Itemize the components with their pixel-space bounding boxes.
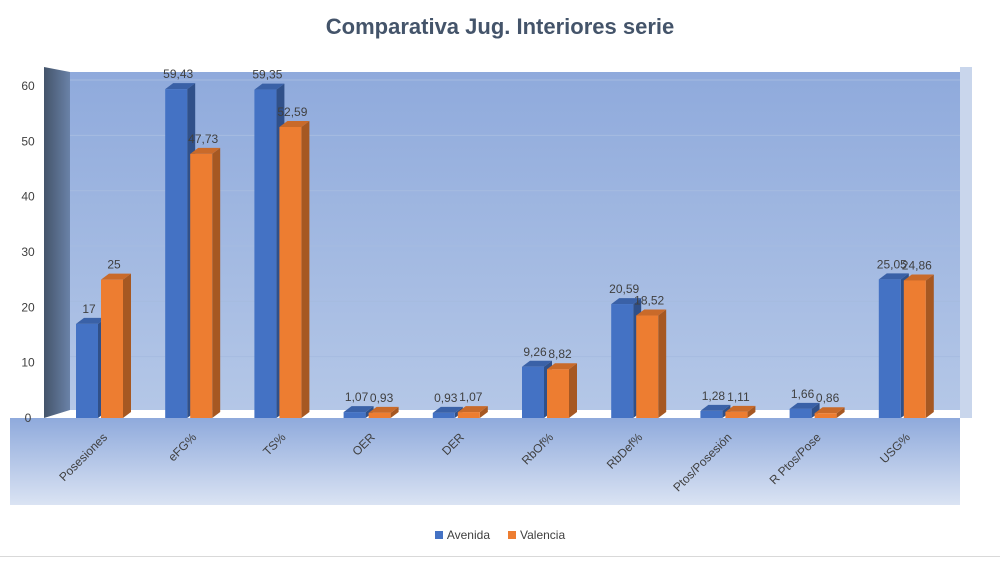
data-label-valencia: 24,86 <box>902 258 932 272</box>
bar-avenida-3 <box>343 406 374 418</box>
y-tick-label: 20 <box>21 300 35 314</box>
data-label-avenida: 0,93 <box>434 391 458 405</box>
bar-avenida-8 <box>789 402 820 418</box>
bar-valencia-3 <box>368 406 399 418</box>
data-label-valencia: 1,07 <box>459 390 483 404</box>
legend-item-valencia: Valencia <box>508 528 565 542</box>
data-label-valencia: 0,86 <box>816 391 840 405</box>
y-tick-label: 30 <box>21 245 35 259</box>
data-label-avenida: 17 <box>82 302 96 316</box>
data-label-valencia: 0,93 <box>370 391 394 405</box>
legend: Avenida Valencia <box>0 528 1000 542</box>
legend-swatch-valencia <box>508 531 516 539</box>
chart-side-wall <box>44 67 70 418</box>
bar-valencia-7 <box>725 405 756 418</box>
data-label-avenida: 59,43 <box>163 67 193 81</box>
y-tick-label: 10 <box>21 356 35 370</box>
data-label-valencia: 47,73 <box>188 132 218 146</box>
data-label-valencia: 52,59 <box>277 105 307 119</box>
data-label-avenida: 1,28 <box>702 389 726 403</box>
bar-valencia-5 <box>547 363 577 418</box>
data-label-avenida: 9,26 <box>523 345 547 359</box>
data-label-avenida: 25,05 <box>877 257 907 271</box>
chart-floor <box>10 418 960 505</box>
bar-valencia-2 <box>279 121 310 418</box>
data-label-avenida: 59,35 <box>252 68 282 82</box>
legend-label-valencia: Valencia <box>520 528 566 542</box>
data-label-valencia: 18,52 <box>634 294 664 308</box>
data-label-avenida: 20,59 <box>609 282 639 296</box>
bar-valencia-1 <box>190 147 221 419</box>
data-label-avenida: 1,07 <box>345 390 369 404</box>
bar-valencia-4 <box>457 406 488 418</box>
y-tick-label: 40 <box>21 190 35 204</box>
data-label-valencia: 25 <box>107 258 121 272</box>
y-tick-label: 0 <box>25 411 32 425</box>
legend-item-avenida: Avenida <box>434 528 490 542</box>
data-label-valencia: 1,11 <box>727 390 750 404</box>
chart-title: Comparativa Jug. Interiores serie <box>325 14 675 39</box>
legend-label-avenida: Avenida <box>446 528 490 542</box>
y-tick-label: 50 <box>21 134 35 148</box>
bottom-rule <box>0 556 1000 557</box>
data-label-avenida: 1,66 <box>791 387 815 401</box>
y-tick-label: 60 <box>21 79 35 93</box>
bar-valencia-9 <box>903 274 934 418</box>
data-label-valencia: 8,82 <box>548 347 572 361</box>
chart-right-edge <box>960 67 972 418</box>
bar-valencia-8 <box>814 407 845 418</box>
legend-swatch-avenida <box>434 531 443 539</box>
bar-valencia-6 <box>636 309 667 418</box>
bar-valencia-0 <box>101 273 131 418</box>
